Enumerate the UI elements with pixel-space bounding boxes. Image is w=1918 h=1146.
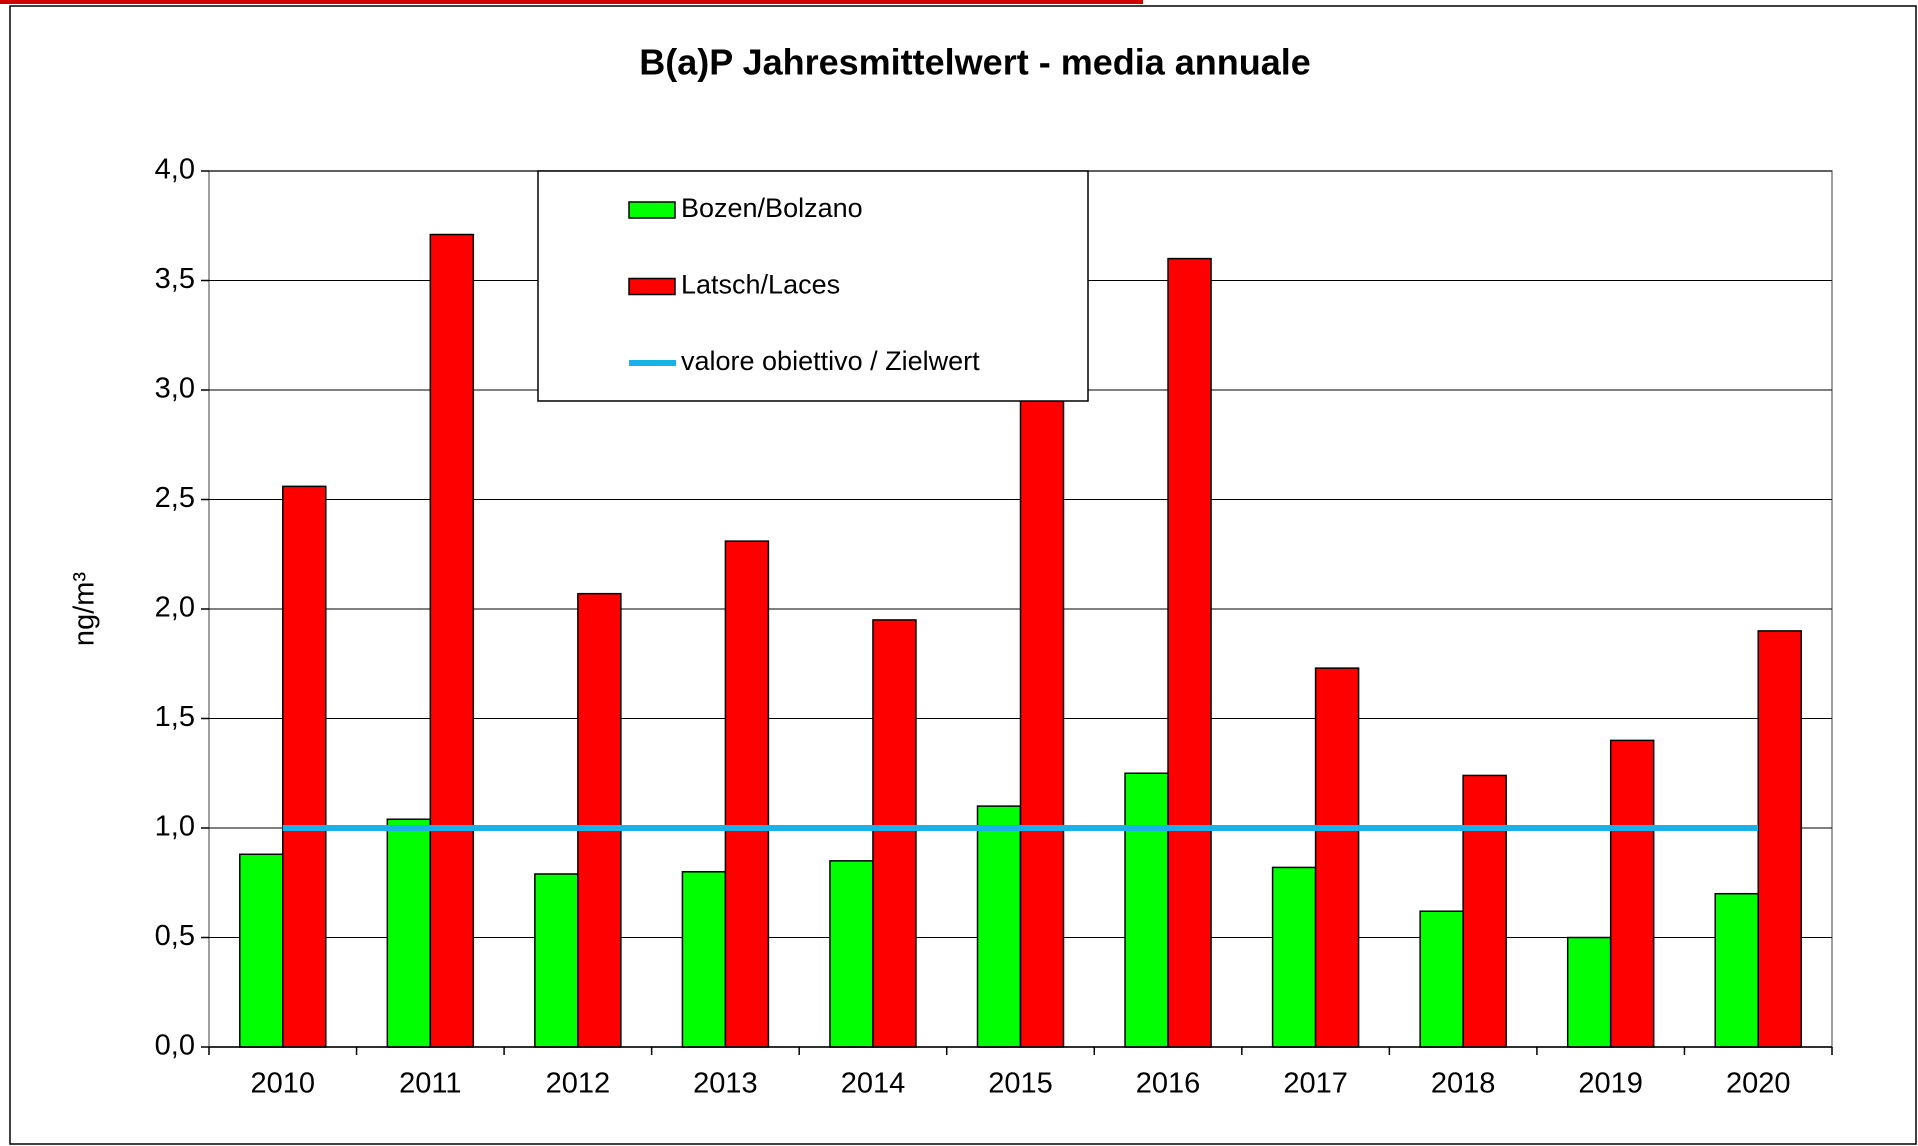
bar <box>829 860 874 1048</box>
bar <box>1019 389 1065 1048</box>
chart-frame <box>9 5 1917 1145</box>
bar <box>681 871 727 1048</box>
bar <box>282 485 327 1048</box>
y-tick-label: 0,5 <box>155 920 195 952</box>
y-tick-label: 3,0 <box>155 373 195 405</box>
x-tick-label: 2012 <box>546 1068 611 1100</box>
x-tick-label: 2014 <box>841 1068 906 1100</box>
x-tick-label: 2011 <box>399 1068 461 1100</box>
legend-swatch <box>628 201 676 219</box>
chart-title: B(a)P Jahresmittelwert - media annuale <box>639 42 1311 83</box>
bar <box>1419 910 1464 1048</box>
x-tick-label: 2013 <box>693 1068 758 1100</box>
legend-label: valore obiettivo / Zielwert <box>681 346 980 376</box>
bar <box>872 619 917 1048</box>
bar <box>1314 667 1360 1048</box>
legend-swatch <box>628 277 676 296</box>
legend-label: Bozen/Bolzano <box>681 193 863 223</box>
legend-label: Latsch/Laces <box>681 270 840 300</box>
bar <box>1609 739 1655 1048</box>
y-tick-label: 1,5 <box>155 701 195 733</box>
y-axis-label: ng/m³ <box>69 572 101 646</box>
legend: Bozen/Bolzano Latsch/Laces valore obiettiv… <box>537 170 1089 402</box>
y-tick-label: 2,5 <box>155 482 195 514</box>
bar <box>386 818 432 1048</box>
bar <box>239 853 284 1048</box>
y-tick-label: 3,5 <box>155 263 195 295</box>
bar <box>577 592 622 1048</box>
bar <box>1462 774 1507 1048</box>
x-tick-label: 2018 <box>1431 1068 1496 1100</box>
x-tick-label: 2019 <box>1578 1068 1643 1100</box>
bar <box>724 540 770 1048</box>
bar <box>1714 892 1759 1048</box>
x-tick-label: 2020 <box>1726 1068 1791 1100</box>
bar <box>1124 772 1169 1048</box>
y-tick-label: 0,0 <box>155 1030 195 1062</box>
bar <box>1566 936 1612 1048</box>
x-tick-label: 2015 <box>988 1068 1053 1100</box>
y-tick-label: 4,0 <box>155 154 195 186</box>
bar <box>1271 866 1317 1048</box>
y-tick-label: 1,0 <box>155 811 195 843</box>
bar <box>976 805 1022 1048</box>
x-tick-label: 2016 <box>1136 1068 1201 1100</box>
bar <box>429 233 475 1048</box>
y-tick-label: 2,0 <box>155 592 195 624</box>
x-tick-label: 2010 <box>251 1068 316 1100</box>
bar <box>534 873 579 1048</box>
bar <box>1167 257 1212 1048</box>
bar <box>1757 630 1802 1048</box>
x-tick-label: 2017 <box>1283 1068 1348 1100</box>
